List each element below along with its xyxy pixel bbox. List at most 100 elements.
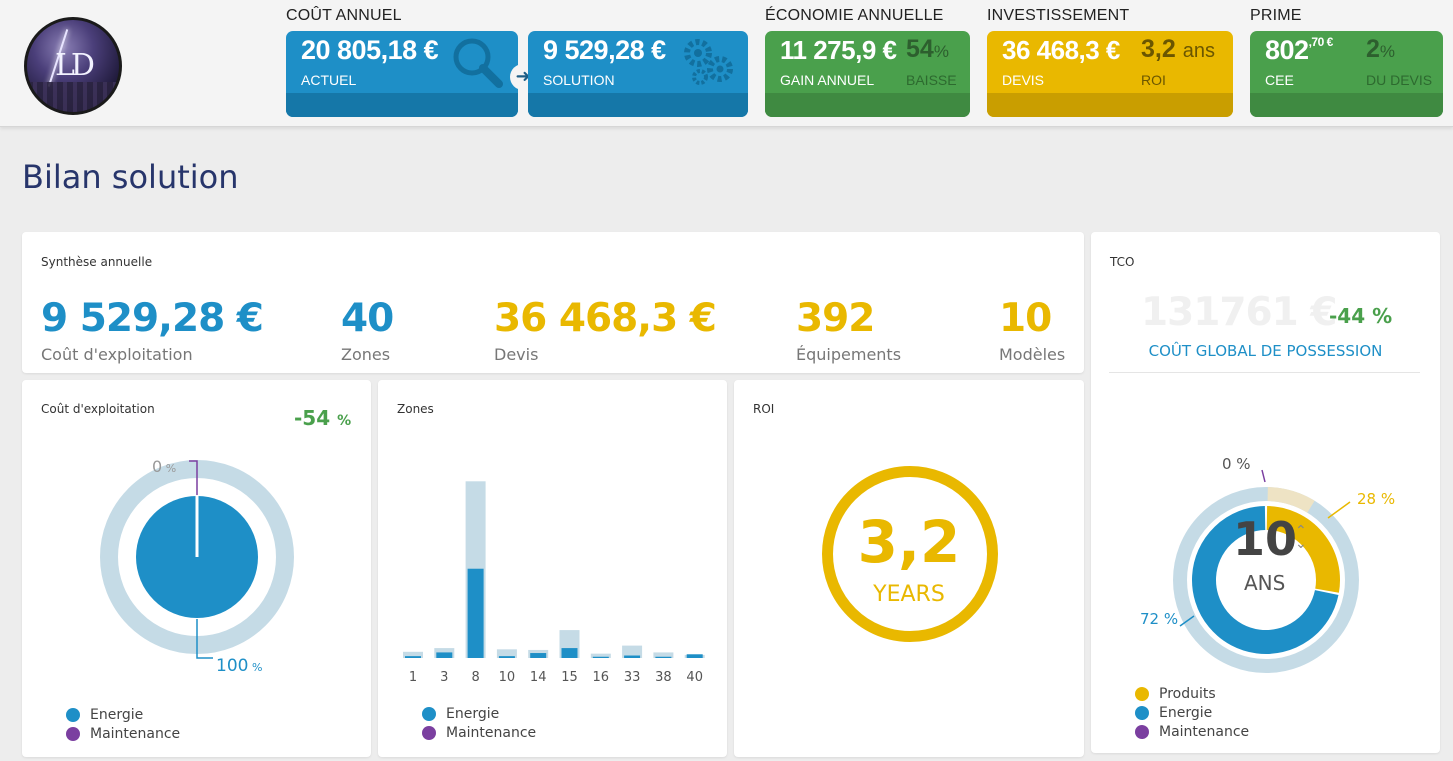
legend-item-maintenance[interactable]: Maintenance [1135, 722, 1249, 741]
bar-energie [405, 656, 421, 658]
section-label-prime: PRIME [1250, 7, 1302, 24]
label-line-maintenance [189, 460, 198, 495]
legend-item-maintenance[interactable]: Maintenance [422, 723, 536, 742]
legend-item-energie[interactable]: Energie [66, 705, 180, 724]
bar-reference [622, 645, 643, 658]
kpi-zones-value: 40 [341, 296, 394, 341]
card-cout-actuel[interactable]: 20 805,18 € ACTUEL [286, 31, 518, 117]
gears-icon [684, 39, 733, 85]
kpi-devis-label: Devis [494, 345, 539, 364]
legend-item-energie[interactable]: Energie [1135, 703, 1249, 722]
prime-label: CEE [1265, 72, 1294, 88]
tco-center-unit: ANS [1244, 571, 1286, 595]
devis-label: DEVIS [1002, 72, 1045, 88]
slice-energie [1192, 506, 1339, 654]
card-band [1250, 93, 1443, 117]
cout-pct: -54 % [294, 406, 352, 430]
card-band [286, 93, 518, 117]
legend-label: Energie [1159, 704, 1213, 721]
prime-pct-label: DU DEVIS [1366, 72, 1433, 88]
tco-legend: Produits Energie Maintenance [1135, 684, 1249, 741]
card-band [765, 93, 970, 117]
divider [1109, 372, 1420, 373]
label-line-energie [1179, 615, 1195, 627]
roi-label: ROI [1141, 72, 1166, 88]
legend-label: Produits [1159, 685, 1216, 702]
legend-item-produits[interactable]: Produits [1135, 684, 1249, 703]
section-label-economie: ÉCONOMIE ANNUELLE [765, 7, 944, 24]
tco-stepper-icon[interactable]: ⌃ ⌄ [1295, 523, 1307, 552]
bar-energie [436, 652, 453, 658]
card-economie[interactable]: 11 275,9 € GAIN ANNUEL 54% BAISSE [765, 31, 970, 117]
card-prime[interactable]: 802,70 € CEE 2% DU DEVIS [1250, 31, 1443, 117]
kpi-zones-label: Zones [341, 345, 391, 364]
x-tick-label: 38 [655, 670, 672, 685]
panel-title: Coût d'exploitation [41, 402, 155, 416]
panel-roi: ROI 3,2 YEARS [734, 380, 1084, 757]
page-title: Bilan solution [22, 158, 239, 196]
panel-title: Synthèse annuelle [41, 255, 153, 269]
bar-energie [655, 656, 672, 658]
legend-dot [1135, 724, 1149, 739]
card-cout-solution[interactable]: 9 529,28 € SOLUTION [528, 31, 748, 117]
legend-dot [1135, 705, 1149, 720]
panel-title: Zones [397, 402, 434, 416]
label-line-maintenance [1261, 469, 1266, 483]
outer-arc-produits [1267, 487, 1315, 513]
outer-ring [1173, 487, 1359, 673]
bar-energie [530, 653, 547, 658]
zones-bar-chart: 1 3 8 10 14 15 16 33 38 40 [403, 481, 705, 685]
legend-dot [66, 726, 80, 741]
cout-label-zero: 0 % [152, 457, 177, 476]
solution-value: 9 529,28 € [543, 35, 666, 65]
actuel-label: ACTUEL [301, 72, 357, 88]
zones-legend: Energie Maintenance [422, 704, 536, 742]
bar-energie [498, 656, 515, 658]
gain-value: 11 275,9 € [780, 35, 897, 65]
panel-title: ROI [753, 402, 775, 416]
panel-title: TCO [1110, 255, 1135, 269]
city-skyline-graphic [27, 82, 119, 112]
bar-energie [686, 654, 703, 658]
x-tick-label: 1 [409, 670, 417, 685]
x-tick-label: 14 [530, 670, 547, 685]
tco-value: 131761 € [1141, 290, 1338, 335]
bar-reference [403, 651, 423, 658]
actuel-value: 20 805,18 € [301, 35, 439, 65]
tco-pct: -44 % [1329, 304, 1393, 328]
section-label-investissement: INVESTISSEMENT [987, 7, 1130, 24]
legend-item-maintenance[interactable]: Maintenance [66, 724, 180, 743]
cout-donut-chart [100, 460, 294, 659]
legend-dot [1135, 686, 1149, 701]
legend-dot [66, 707, 80, 722]
x-tick-label: 15 [561, 670, 578, 685]
magnifier-icon [453, 38, 503, 88]
legend-label: Energie [446, 705, 500, 722]
x-tick-label: 33 [624, 670, 641, 685]
bar-reference [496, 649, 517, 658]
roi-unit: YEARS [873, 582, 945, 607]
kpi-modeles-label: Modèles [999, 345, 1066, 364]
legend-label: Maintenance [90, 725, 181, 742]
x-tick-label: 40 [686, 670, 703, 685]
x-tick-label: 16 [593, 670, 610, 685]
gain-label: GAIN ANNUEL [780, 72, 875, 88]
logo[interactable]: LD [24, 17, 122, 115]
roi-value: 3,2 ans [1141, 35, 1215, 63]
card-investissement[interactable]: 36 468,3 € DEVIS 3,2 ans ROI [987, 31, 1233, 117]
kpi-modeles-value: 10 [999, 296, 1052, 341]
prime-pct: 2% [1366, 35, 1396, 63]
kpi-equipements-value: 392 [796, 296, 875, 341]
top-bar: LD COÛT ANNUEL ÉCONOMIE ANNUELLE INVESTI… [0, 0, 1453, 127]
solution-label: SOLUTION [543, 72, 615, 88]
kpi-cout-label: Coût d'exploitation [41, 345, 193, 364]
legend-label: Maintenance [1159, 723, 1250, 740]
tco-center-value: 10 [1233, 512, 1298, 566]
panel-synthese: Synthèse annuelle [22, 232, 1084, 373]
inner-hole [1218, 532, 1314, 628]
label-line-energie [196, 619, 213, 659]
legend-item-energie[interactable]: Energie [422, 704, 536, 723]
label-line-produits [1327, 501, 1351, 519]
cout-label-hundred: 100 % [216, 656, 263, 676]
tco-donut-chart [1173, 469, 1359, 673]
